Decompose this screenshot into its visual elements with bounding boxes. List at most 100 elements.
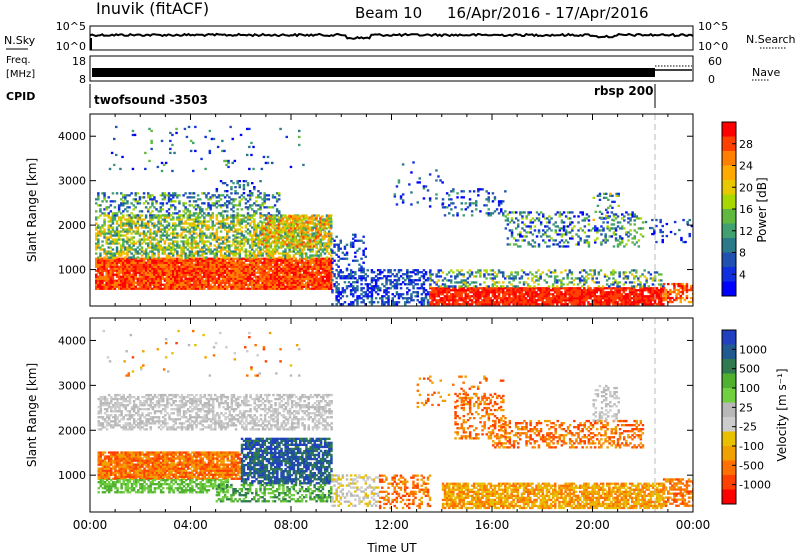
power-cell	[564, 287, 567, 290]
power-cell	[489, 287, 492, 290]
power-cell	[201, 285, 204, 288]
power-cell	[192, 232, 196, 235]
power-cell	[271, 277, 275, 280]
power-cell	[236, 267, 239, 270]
power-cell	[163, 252, 167, 255]
power-cell	[495, 299, 499, 302]
power-cell	[269, 267, 273, 270]
power-cell	[219, 206, 223, 209]
power-cell	[397, 301, 401, 304]
power-cell	[109, 277, 113, 280]
power-cell	[140, 281, 144, 284]
power-cell	[203, 281, 206, 284]
power-cell	[209, 269, 212, 272]
power-cell	[219, 271, 223, 274]
power-cell	[315, 257, 318, 260]
power-cell	[115, 261, 119, 264]
power-cell	[506, 287, 509, 290]
power-cell	[335, 289, 338, 292]
power-cell	[307, 234, 310, 237]
power-cell	[345, 251, 349, 254]
power-cell	[172, 246, 175, 249]
power-cell	[379, 289, 382, 292]
power-cell	[260, 241, 264, 244]
power-cell	[132, 283, 135, 286]
power-cell	[466, 287, 470, 290]
power-cell	[474, 297, 478, 300]
power-cell	[126, 254, 129, 257]
power-cell	[560, 287, 563, 290]
power-cell	[223, 238, 227, 241]
power-cell	[161, 238, 165, 241]
power-cell	[128, 261, 131, 264]
power-cell	[472, 293, 476, 296]
power-cell	[240, 238, 244, 241]
power-cell	[161, 271, 165, 274]
power-cell	[196, 265, 200, 268]
power-cell	[230, 214, 233, 217]
power-cell	[209, 252, 212, 255]
power-cell	[360, 269, 363, 272]
power-cell	[246, 265, 250, 268]
power-cell	[192, 275, 196, 278]
power-cell	[445, 299, 449, 302]
power-cell	[253, 271, 256, 274]
power-cell	[196, 198, 200, 201]
power-cell	[330, 224, 333, 227]
power-cell	[292, 265, 296, 268]
power-cell	[142, 269, 146, 272]
power-cell	[103, 261, 106, 264]
power-cell	[251, 271, 254, 274]
power-cell	[147, 192, 150, 195]
power-cell	[180, 269, 183, 272]
power-cell	[190, 287, 194, 290]
power-cell	[120, 263, 123, 266]
power-cell	[228, 228, 231, 231]
power-cell	[539, 289, 542, 292]
power-cell	[251, 283, 254, 286]
power-cell	[412, 269, 415, 272]
power-cell	[213, 254, 216, 257]
power-cell	[117, 271, 121, 274]
power-cell	[460, 289, 463, 292]
power-cell	[169, 232, 173, 235]
power-cell	[159, 244, 162, 247]
power-cell	[186, 281, 189, 284]
power-cell	[223, 196, 227, 199]
power-cell	[230, 287, 233, 290]
power-cell	[358, 247, 361, 250]
power-cell	[167, 224, 171, 227]
power-cell	[199, 269, 202, 272]
power-cell	[349, 291, 353, 294]
power-cell	[107, 265, 110, 268]
power-cell	[468, 303, 472, 306]
power-cell	[271, 252, 275, 255]
power-cell	[194, 275, 198, 278]
power-cell	[516, 287, 519, 290]
power-cell	[217, 279, 221, 282]
power-cell	[556, 291, 559, 294]
power-cell	[147, 194, 150, 197]
power-cell	[294, 259, 298, 262]
power-cell	[238, 273, 241, 276]
power-cell	[188, 265, 192, 268]
power-cell	[169, 250, 173, 253]
power-cell	[335, 299, 338, 302]
power-cell	[269, 243, 272, 246]
power-cell	[111, 287, 115, 290]
power-cell	[167, 269, 171, 272]
power-cell	[424, 293, 428, 296]
power-cell	[101, 273, 104, 276]
power-cell	[255, 275, 258, 278]
power-cell	[157, 246, 160, 249]
power-cell	[211, 196, 214, 199]
power-cell	[298, 227, 301, 230]
power-cell	[111, 273, 115, 276]
power-cell	[323, 231, 326, 234]
power-cell	[248, 275, 252, 278]
power-cell	[349, 301, 353, 304]
power-cell	[126, 283, 129, 286]
power-cell	[169, 194, 173, 197]
power-cell	[136, 265, 140, 268]
power-cell	[337, 273, 340, 276]
